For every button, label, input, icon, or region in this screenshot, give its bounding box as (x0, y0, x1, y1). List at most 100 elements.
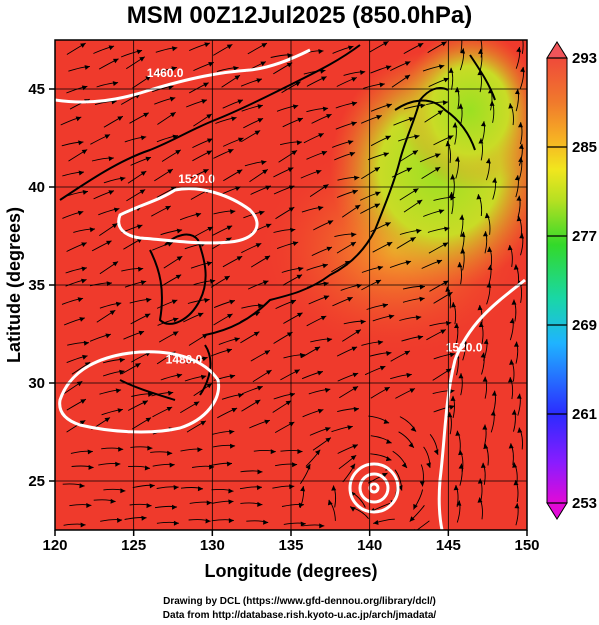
streamline-arrow (257, 118, 264, 123)
streamline-arrow (292, 241, 299, 246)
streamline-arrow (478, 48, 483, 54)
streamline-arrow (318, 133, 324, 138)
contour-1520-east (437, 278, 526, 530)
streamline-arrow (437, 110, 444, 116)
streamline-arrow (206, 261, 213, 267)
streamline-arrow (115, 301, 122, 307)
streamline-arrow (315, 449, 321, 456)
streamline-arrow (288, 422, 295, 427)
streamline-arrow (478, 138, 484, 144)
contour-label: 1460.0 (147, 66, 184, 80)
streamline-arrow (104, 134, 111, 139)
streamline-arrow (87, 449, 93, 455)
colorbar-tick-label: 253 (572, 495, 597, 512)
streamline-arrow (226, 348, 232, 354)
typhoon-ring-inner (358, 472, 390, 504)
streamline-arrow (434, 153, 441, 159)
streamline-arrow (259, 210, 265, 216)
streamline-arrow (138, 266, 144, 272)
streamline-arrow (382, 303, 388, 308)
streamline-arrow (351, 121, 357, 127)
streamline-arrow (172, 317, 179, 323)
streamline-arrow (86, 503, 92, 508)
streamline-arrow (326, 246, 332, 252)
streamline-arrow (115, 388, 122, 394)
streamline-arrow (457, 262, 463, 268)
streamline-arrow (440, 329, 446, 335)
streamline-arrow (404, 61, 411, 66)
streamline-arrow (227, 313, 233, 319)
streamline-arrow (226, 237, 232, 243)
streamline-arrow (491, 390, 497, 396)
streamline-arrow (140, 135, 147, 141)
streamline-arrow (484, 213, 490, 219)
streamline-arrow (204, 42, 210, 48)
streamline-arrow (385, 222, 391, 227)
streamline-arrow (141, 515, 147, 521)
streamline-arrow (206, 114, 212, 119)
streamline-arrow (458, 449, 464, 456)
streamline-arrow (385, 135, 391, 141)
streamline (460, 40, 463, 53)
colorbar-tick-label: 277 (572, 228, 597, 245)
streamline-arrow (120, 488, 126, 494)
streamline-arrow (485, 158, 491, 164)
streamline-arrow (142, 400, 148, 406)
streamline-arrow (166, 407, 173, 412)
streamline-arrow (294, 369, 300, 375)
streamline-arrow (460, 231, 466, 238)
x-axis-label: Longitude (degrees) (204, 561, 377, 581)
streamline-arrow (354, 175, 360, 181)
colorbar-tick-label: 269 (572, 317, 597, 334)
streamline-arrow (443, 77, 449, 83)
streamline-arrow (323, 295, 330, 301)
coast-sakhalin-hokkaido (394, 54, 496, 151)
streamline-arrow (136, 49, 143, 55)
streamline-arrow (79, 483, 85, 489)
streamline-arrow (508, 443, 514, 449)
streamline-arrow (79, 420, 86, 426)
streamline-arrow (112, 81, 119, 86)
streamline-arrow (482, 424, 488, 430)
y-tick-label: 35 (28, 277, 45, 294)
streamline-arrow (105, 333, 111, 339)
streamline-arrow (206, 383, 212, 389)
streamline-arrow (257, 303, 264, 309)
streamline-arrow (147, 445, 153, 451)
streamline-arrow (207, 138, 213, 144)
streamline-arrow (352, 386, 359, 392)
streamline-arrow (373, 520, 379, 525)
streamline-arrow (145, 156, 151, 162)
streamline-arrow (149, 483, 155, 489)
credit-data: Data from http://database.rish.kyoto-u.a… (162, 610, 437, 621)
streamline-arrow (325, 437, 331, 443)
streamline-arrow (89, 227, 95, 233)
streamline-arrow (420, 103, 426, 109)
streamline-arrow (516, 393, 522, 399)
y-axis-label: Latitude (degrees) (4, 207, 24, 363)
streamline-arrow (144, 465, 150, 471)
streamline-arrow (201, 99, 207, 104)
streamline-arrow (405, 260, 412, 266)
streamline-arrow (519, 32, 524, 37)
streamline-arrow (480, 121, 486, 127)
streamline-arrow (146, 503, 152, 509)
streamline-arrow (406, 372, 412, 378)
streamline-arrow (115, 461, 121, 467)
coast-korea-china (59, 44, 361, 325)
streamline-arrow (477, 497, 483, 503)
streamline-arrow (449, 405, 455, 410)
streamline-arrow (483, 443, 489, 449)
streamline-arrow (255, 243, 262, 248)
streamline-arrow (104, 417, 110, 423)
streamline-arrow (426, 462, 431, 468)
streamline-arrow (442, 100, 448, 106)
streamline-arrow (287, 53, 293, 58)
streamline-arrow (172, 331, 179, 337)
streamline-arrow (147, 392, 154, 397)
streamline-arrow (326, 114, 332, 119)
streamline-arrow (408, 442, 414, 448)
streamline-arrow (138, 330, 145, 336)
streamline-arrow (482, 231, 488, 237)
streamline-arrow (445, 286, 451, 292)
